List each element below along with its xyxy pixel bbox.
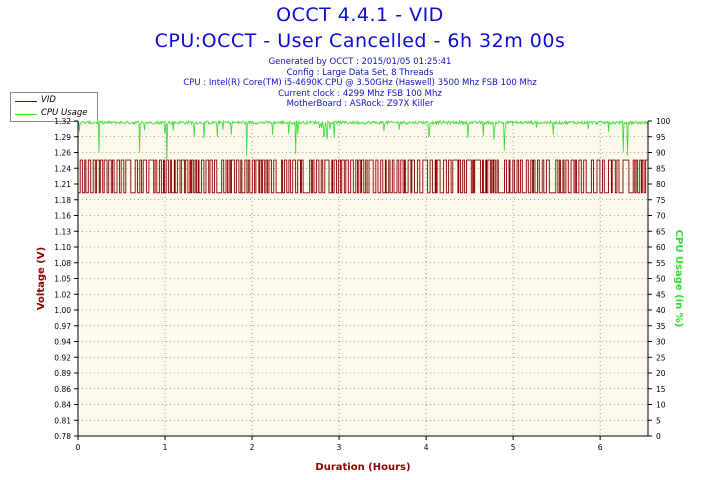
y-right-tick-label: 55 [656, 259, 666, 268]
y-left-tick-label: 0.89 [54, 369, 71, 378]
y-left-tick-label: 0.97 [54, 322, 71, 331]
y-right-tick-label: 10 [656, 401, 666, 410]
y-right-tick-label: 50 [656, 275, 666, 284]
y-right-tick-label: 20 [656, 369, 666, 378]
y-right-tick-label: 80 [656, 180, 666, 189]
y-left-tick-label: 0.94 [54, 338, 71, 347]
y-left-tick-label: 1.29 [54, 133, 71, 142]
y-left-axis-label: Voltage (V) [36, 247, 47, 310]
info-line: Generated by OCCT : 2015/01/05 01:25:41 [268, 57, 452, 67]
legend-label-cpu: CPU Usage [41, 108, 88, 118]
x-tick-label: 0 [76, 443, 81, 452]
y-left-tick-label: 0.92 [54, 353, 71, 362]
y-right-tick-label: 35 [656, 322, 666, 331]
y-right-tick-label: 65 [656, 227, 666, 236]
x-axis-label: Duration (Hours) [315, 462, 410, 473]
y-left-tick-label: 0.84 [54, 401, 71, 410]
info-line: Current clock : 4299 Mhz FSB 100 Mhz [278, 88, 442, 99]
y-right-tick-label: 95 [656, 133, 666, 142]
y-right-tick-label: 15 [656, 385, 666, 394]
x-tick-label: 5 [511, 443, 516, 452]
legend-label-vid: VID [41, 95, 56, 105]
info-line: CPU : Intel(R) Core(TM) i5-4690K CPU @ 3… [183, 78, 537, 88]
y-right-tick-label: 40 [656, 306, 666, 315]
y-right-tick-label: 0 [656, 432, 661, 441]
y-left-tick-label: 1.08 [54, 259, 71, 268]
y-right-tick-label: 25 [656, 353, 666, 362]
y-left-tick-label: 1.24 [54, 164, 71, 173]
y-right-tick-label: 75 [656, 196, 666, 205]
y-left-tick-label: 1.16 [54, 212, 71, 221]
chart-title: OCCT 4.4.1 - VID [276, 4, 444, 26]
y-right-tick-label: 70 [656, 212, 666, 221]
y-left-tick-label: 1.00 [54, 306, 71, 315]
y-left-tick-label: 1.10 [54, 243, 71, 252]
y-left-tick-label: 1.18 [54, 196, 71, 205]
y-left-tick-label: 1.13 [54, 227, 71, 236]
series-vid-line [78, 159, 649, 194]
y-left-tick-label: 1.32 [54, 117, 71, 126]
series-cpu-usage-line [77, 119, 648, 161]
chart-legend: VID CPU Usage [10, 92, 98, 122]
y-left-tick-label: 1.05 [54, 275, 71, 284]
x-tick-label: 6 [598, 443, 603, 452]
y-right-axis-label: CPU Usage (in %) [673, 230, 684, 328]
y-right-tick-label: 60 [656, 243, 666, 252]
y-left-tick-label: 0.81 [54, 416, 71, 425]
x-tick-label: 3 [337, 443, 342, 452]
info-line: Config : Large Data Set, 8 Threads [286, 67, 434, 78]
y-right-tick-label: 30 [656, 338, 666, 347]
y-left-tick-label: 0.86 [54, 385, 71, 394]
legend-swatch-cpu [15, 114, 37, 115]
y-right-tick-label: 45 [656, 290, 666, 299]
x-tick-label: 2 [250, 443, 255, 452]
y-left-tick-label: 0.78 [54, 432, 71, 441]
chart-subtitle: CPU:OCCT - User Cancelled - 6h 32m 00s [154, 30, 566, 52]
info-line: MotherBoard : ASRock: Z97X Killer [286, 99, 434, 109]
y-right-tick-label: 5 [656, 416, 661, 425]
y-right-tick-label: 100 [656, 117, 671, 126]
x-tick-label: 4 [424, 443, 429, 452]
legend-swatch-vid [15, 101, 37, 102]
y-right-tick-label: 90 [656, 149, 666, 158]
y-left-tick-label: 1.21 [54, 180, 71, 189]
y-right-tick-label: 85 [656, 164, 666, 173]
y-left-tick-label: 1.02 [54, 290, 71, 299]
x-tick-label: 1 [163, 443, 168, 452]
y-left-tick-label: 1.26 [54, 149, 71, 158]
